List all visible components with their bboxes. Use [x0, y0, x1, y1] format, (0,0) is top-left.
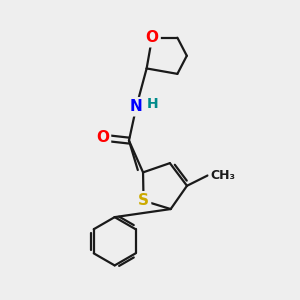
Text: H: H: [147, 98, 158, 111]
Text: CH₃: CH₃: [211, 169, 236, 182]
Text: O: O: [146, 30, 159, 45]
Text: N: N: [130, 99, 143, 114]
Text: S: S: [138, 193, 149, 208]
Text: O: O: [96, 130, 109, 145]
